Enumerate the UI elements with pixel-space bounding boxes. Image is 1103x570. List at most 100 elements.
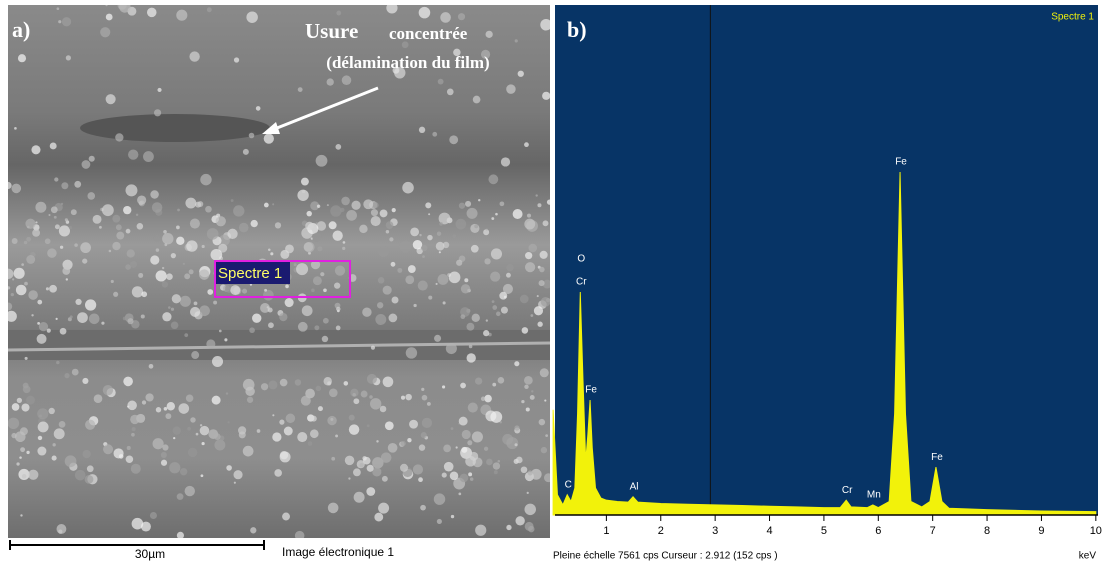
texture (116, 231, 125, 240)
texture (514, 425, 520, 431)
x-tick-label: 5 (821, 525, 827, 537)
texture (323, 288, 327, 293)
texture (362, 456, 367, 461)
texture (450, 514, 455, 519)
texture (470, 244, 479, 253)
texture (412, 240, 423, 250)
spot-label-bg (216, 262, 290, 284)
texture (242, 148, 249, 155)
texture (171, 294, 181, 304)
texture (123, 376, 133, 387)
texture (282, 512, 290, 521)
spot-box (214, 260, 351, 298)
texture (488, 174, 499, 185)
texture (322, 317, 329, 324)
texture (455, 446, 458, 449)
texture (382, 285, 392, 295)
peak-label: Al (630, 481, 639, 492)
texture (478, 198, 481, 202)
texture (497, 377, 505, 384)
texture (189, 218, 200, 229)
texture (539, 368, 549, 378)
texture (310, 415, 317, 422)
texture (372, 202, 379, 209)
peak-label: Fe (931, 452, 943, 463)
texture (515, 456, 523, 464)
texture (187, 426, 191, 431)
texture (260, 383, 269, 391)
x-tick-label: 7 (930, 525, 936, 537)
texture (74, 469, 86, 481)
texture (45, 287, 49, 291)
texture (127, 318, 134, 325)
texture (279, 451, 291, 463)
texture (21, 474, 27, 479)
texture (301, 189, 306, 194)
texture (168, 306, 171, 309)
texture (187, 447, 198, 458)
texture (190, 417, 196, 423)
texture (206, 7, 212, 13)
texture (381, 475, 388, 482)
texture (242, 445, 254, 457)
texture (11, 432, 17, 439)
texture (391, 296, 399, 304)
texture (279, 419, 285, 425)
texture (537, 321, 543, 327)
texture (359, 463, 364, 468)
plot-background (555, 5, 1098, 515)
texture (526, 491, 529, 495)
texture (384, 421, 394, 431)
texture (74, 243, 78, 247)
texture (336, 306, 341, 312)
texture (200, 474, 204, 478)
texture (366, 424, 370, 428)
texture (379, 469, 382, 472)
texture (11, 183, 22, 194)
texture (379, 209, 388, 218)
texture (201, 244, 205, 249)
texture (126, 249, 135, 258)
texture (211, 355, 224, 368)
texture (421, 244, 428, 252)
texture (495, 311, 501, 317)
texture (440, 12, 451, 23)
texture (25, 218, 36, 229)
texture (279, 378, 288, 387)
texture (369, 395, 373, 399)
texture (37, 421, 49, 433)
texture (184, 333, 189, 338)
texture (442, 301, 446, 305)
texture (268, 322, 274, 329)
texture (128, 149, 139, 160)
x-tick-label: 3 (712, 525, 718, 537)
texture (499, 291, 508, 300)
texture (491, 217, 495, 220)
texture (435, 282, 438, 286)
texture (112, 241, 121, 251)
texture (385, 221, 394, 229)
texture (353, 398, 360, 405)
texture (113, 291, 119, 297)
texture (297, 432, 308, 443)
texture (186, 240, 198, 252)
legend: Spectre 1 (1051, 12, 1094, 23)
texture (213, 300, 218, 305)
texture (131, 517, 144, 530)
texture (461, 446, 468, 453)
texture (136, 223, 144, 230)
texture (149, 512, 157, 520)
texture (15, 284, 27, 296)
texture (138, 201, 144, 206)
texture (401, 41, 409, 49)
texture (268, 248, 271, 251)
texture (294, 379, 302, 386)
texture (492, 305, 498, 310)
texture (519, 294, 529, 304)
texture (506, 264, 514, 272)
texture (218, 329, 222, 333)
x-tick-label: 8 (984, 525, 990, 537)
texture (330, 205, 342, 217)
texture (263, 133, 274, 144)
texture (274, 469, 282, 477)
